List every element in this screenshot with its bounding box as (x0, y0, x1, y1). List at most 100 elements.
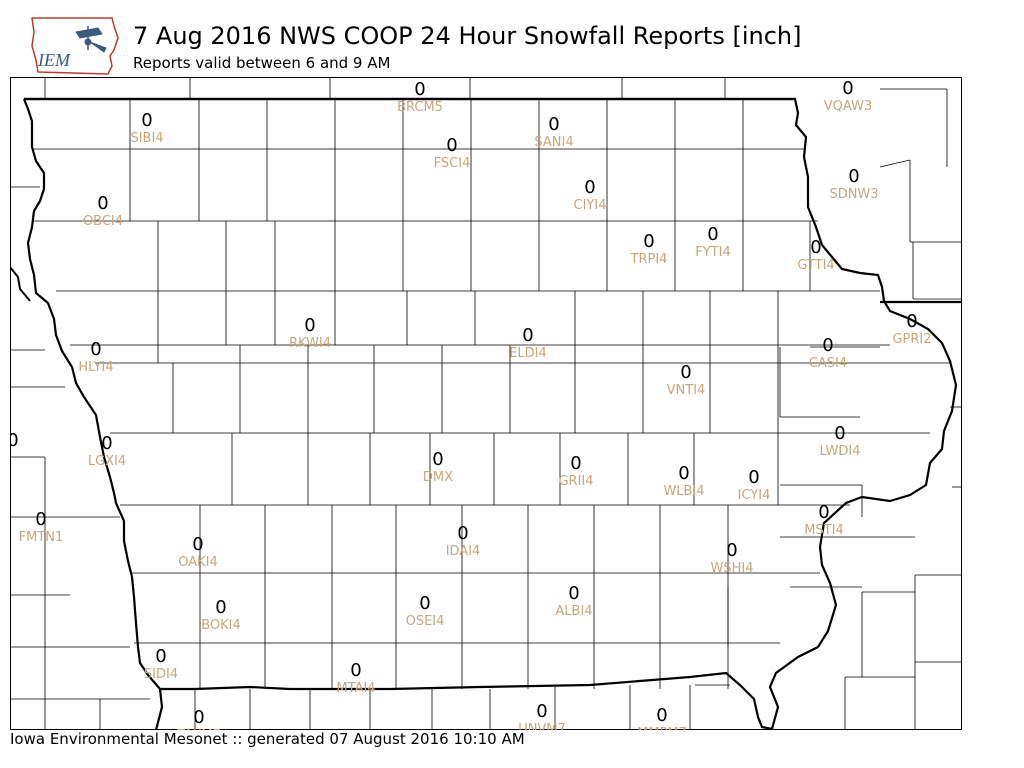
station-id: WLBI4 (663, 484, 704, 499)
snowfall-value: 0 (678, 463, 689, 484)
station-id: WSHI4 (711, 561, 754, 576)
snowfall-map: 0BRCM50VQAW30SIBI40SANI40FSCI40SDNW30CIY… (10, 77, 962, 730)
station-id: IDAI4 (446, 544, 481, 559)
station-id: SANI4 (534, 135, 573, 150)
snowfall-value: 0 (834, 423, 845, 444)
snowfall-value: 0 (193, 707, 204, 728)
snowfall-value: 0 (215, 597, 226, 618)
station-id: ICYI4 (738, 488, 771, 503)
station-id: FMTN1 (19, 530, 64, 545)
snowfall-value: 0 (432, 449, 443, 470)
snowfall-value: 0 (97, 193, 108, 214)
snowfall-value: 0 (101, 433, 112, 454)
snowfall-value: 0 (548, 114, 559, 135)
snowfall-value: 0 (656, 705, 667, 726)
station-id: MSTI4 (804, 523, 844, 538)
station-id: HLYI4 (78, 360, 113, 375)
snowfall-value: 0 (822, 335, 833, 356)
station-id: SDNW3 (829, 187, 878, 202)
snowfall-value: 0 (536, 701, 547, 722)
station-id: OBCI4 (83, 214, 123, 229)
snowfall-value: 0 (457, 523, 468, 544)
station-id: VQAW3 (824, 99, 872, 114)
snowfall-value: 0 (192, 534, 203, 555)
station-id: BOKI4 (201, 618, 241, 633)
map-frame (10, 77, 962, 730)
snowfall-value: 0 (570, 453, 581, 474)
county-boundaries (32, 99, 950, 689)
snowfall-value: 0 (726, 540, 737, 561)
station-report: 0MMPM7 (637, 705, 687, 730)
state-lines-outside (10, 77, 962, 730)
snowfall-value: 0 (304, 315, 315, 336)
snowfall-value: 0 (810, 237, 821, 258)
station-id: BRCM5 (397, 100, 443, 115)
station-id: GRII4 (558, 474, 593, 489)
station-id: UNVM7 (518, 722, 566, 730)
station-report: 0 (10, 430, 19, 451)
station-id: FSCI4 (434, 156, 471, 171)
snowfall-value: 0 (522, 325, 533, 346)
page-title: 7 Aug 2016 NWS COOP 24 Hour Snowfall Rep… (133, 22, 802, 50)
snowfall-value: 0 (141, 110, 152, 131)
station-id: GPRI2 (892, 332, 931, 347)
station-id: LGXI4 (88, 454, 126, 469)
weather-station-icon (75, 26, 107, 53)
station-report: 0TAKM7 (176, 707, 221, 730)
station-id: DMX (423, 470, 453, 485)
snowfall-value: 0 (680, 362, 691, 383)
snowfall-value: 0 (155, 646, 166, 667)
snowfall-value: 0 (584, 177, 595, 198)
logo-text: IEM (37, 50, 71, 70)
station-id: MTAI4 (336, 681, 375, 696)
snowfall-value: 0 (842, 78, 853, 99)
snowfall-value: 0 (643, 231, 654, 252)
station-id: CIYI4 (574, 198, 607, 213)
snowfall-value: 0 (10, 430, 19, 451)
snowfall-value: 0 (906, 311, 917, 332)
snowfall-value: 0 (568, 583, 579, 604)
station-id: VNTI4 (667, 383, 706, 398)
station-id: SIBI4 (130, 131, 163, 146)
snowfall-value: 0 (90, 339, 101, 360)
station-id: TAKM7 (176, 728, 221, 730)
station-id: CASI4 (809, 356, 847, 371)
snowfall-value: 0 (848, 166, 859, 187)
station-reports: 0BRCM50VQAW30SIBI40SANI40FSCI40SDNW30CIY… (10, 78, 932, 730)
snowfall-value: 0 (707, 224, 718, 245)
snowfall-value: 0 (414, 79, 425, 100)
station-id: ELDI4 (509, 346, 547, 361)
station-id: TRPI4 (630, 252, 668, 267)
station-id: FYTI4 (695, 245, 730, 260)
snowfall-value: 0 (748, 467, 759, 488)
iem-logo: IEM (31, 17, 119, 75)
